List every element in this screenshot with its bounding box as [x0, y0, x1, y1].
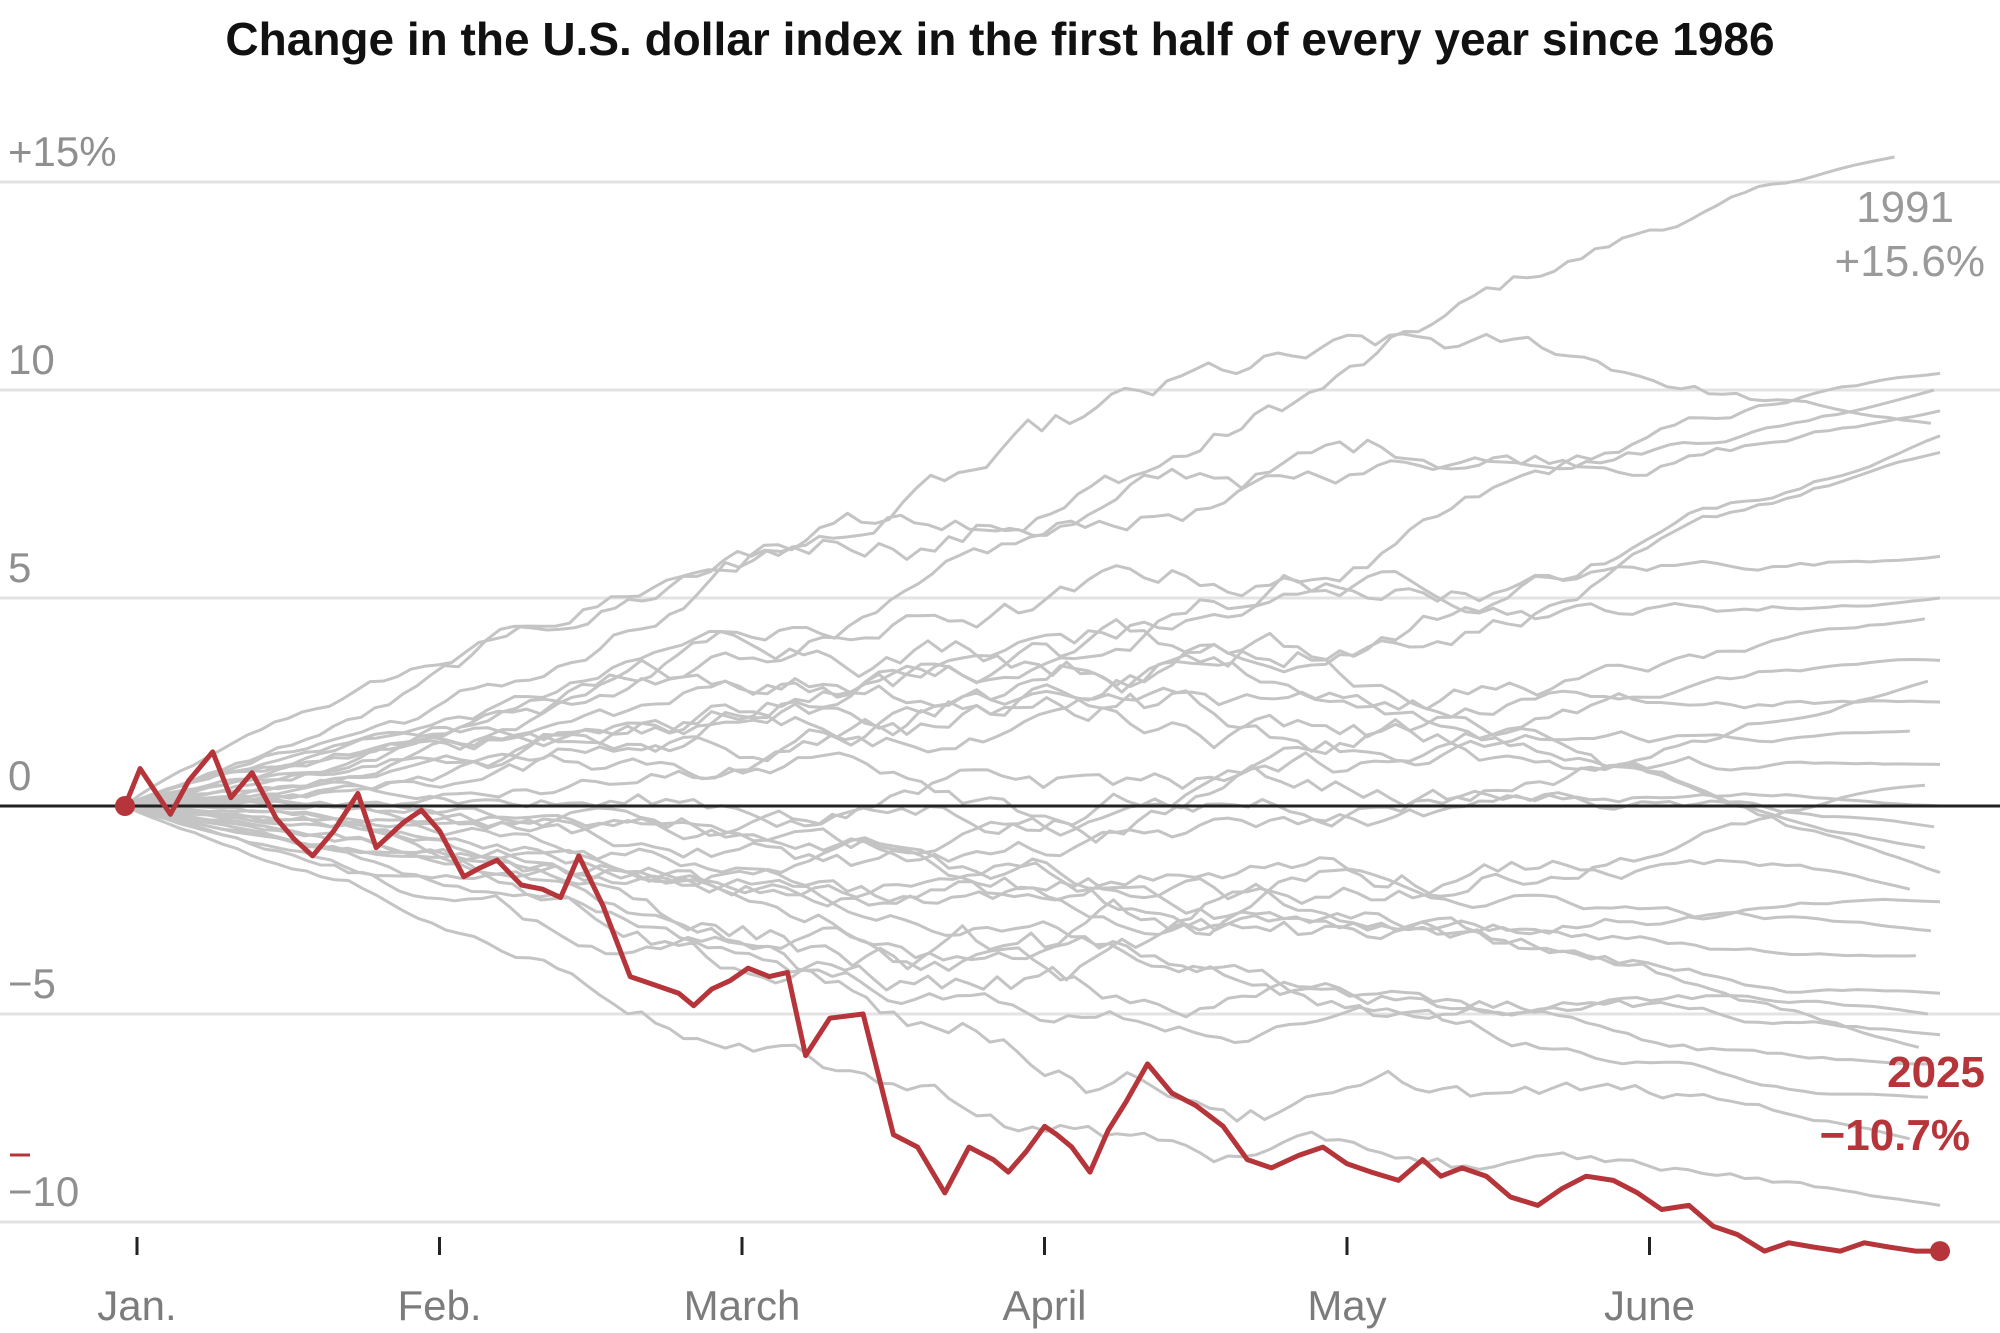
label-2025-value: −10.7% — [1820, 1111, 1970, 1160]
label-2025-year: 2025 — [1887, 1048, 1985, 1097]
year-line — [124, 804, 1911, 971]
year-line — [124, 450, 1941, 808]
year-line — [124, 804, 1929, 1044]
year-line — [124, 564, 1941, 808]
chart-title: Change in the U.S. dollar index in the f… — [225, 13, 1775, 65]
year-line — [124, 388, 1935, 808]
year-line — [124, 155, 1895, 808]
year-line — [124, 804, 1928, 1099]
y-tick-label: 0 — [8, 752, 31, 799]
year-line — [124, 683, 1941, 808]
end-point — [1930, 1241, 1950, 1262]
year-line — [124, 804, 1941, 1037]
x-tick-label: June — [1604, 1282, 1695, 1329]
year-line — [124, 617, 1926, 808]
year-line — [124, 658, 1941, 867]
year-line — [124, 729, 1910, 827]
label-1991-year: 1991 — [1856, 183, 1954, 232]
year-line — [124, 804, 1932, 933]
year-line — [124, 804, 1916, 958]
year-line — [124, 686, 1926, 850]
y-tick-label: 5 — [8, 544, 31, 591]
x-tick-label: April — [1002, 1282, 1086, 1329]
year-line — [124, 764, 1935, 837]
year-line — [124, 804, 1941, 995]
highlight-line-2025 — [122, 749, 1940, 1254]
y-tick-label: 10 — [8, 336, 55, 383]
y-tick-label: +15% — [8, 128, 117, 175]
year-line — [124, 804, 1935, 1066]
year-line — [124, 692, 1941, 808]
year-line — [124, 371, 1941, 808]
label-1991-value: +15.6% — [1835, 237, 1985, 286]
y-tick-label: −5 — [8, 960, 56, 1007]
year-line — [124, 792, 1941, 863]
x-tick-label: Feb. — [397, 1282, 481, 1329]
start-point — [115, 796, 135, 816]
x-tick-label: Jan. — [97, 1282, 176, 1329]
year-line — [124, 434, 1941, 808]
year-line — [124, 804, 1911, 1141]
year-line — [124, 409, 1941, 808]
year-line — [124, 804, 1941, 1207]
x-tick-label: March — [684, 1282, 801, 1329]
y-tick-label: −10 — [8, 1168, 79, 1215]
year-line — [124, 618, 1941, 875]
x-tick-label: May — [1307, 1282, 1386, 1329]
year-line — [124, 332, 1932, 808]
